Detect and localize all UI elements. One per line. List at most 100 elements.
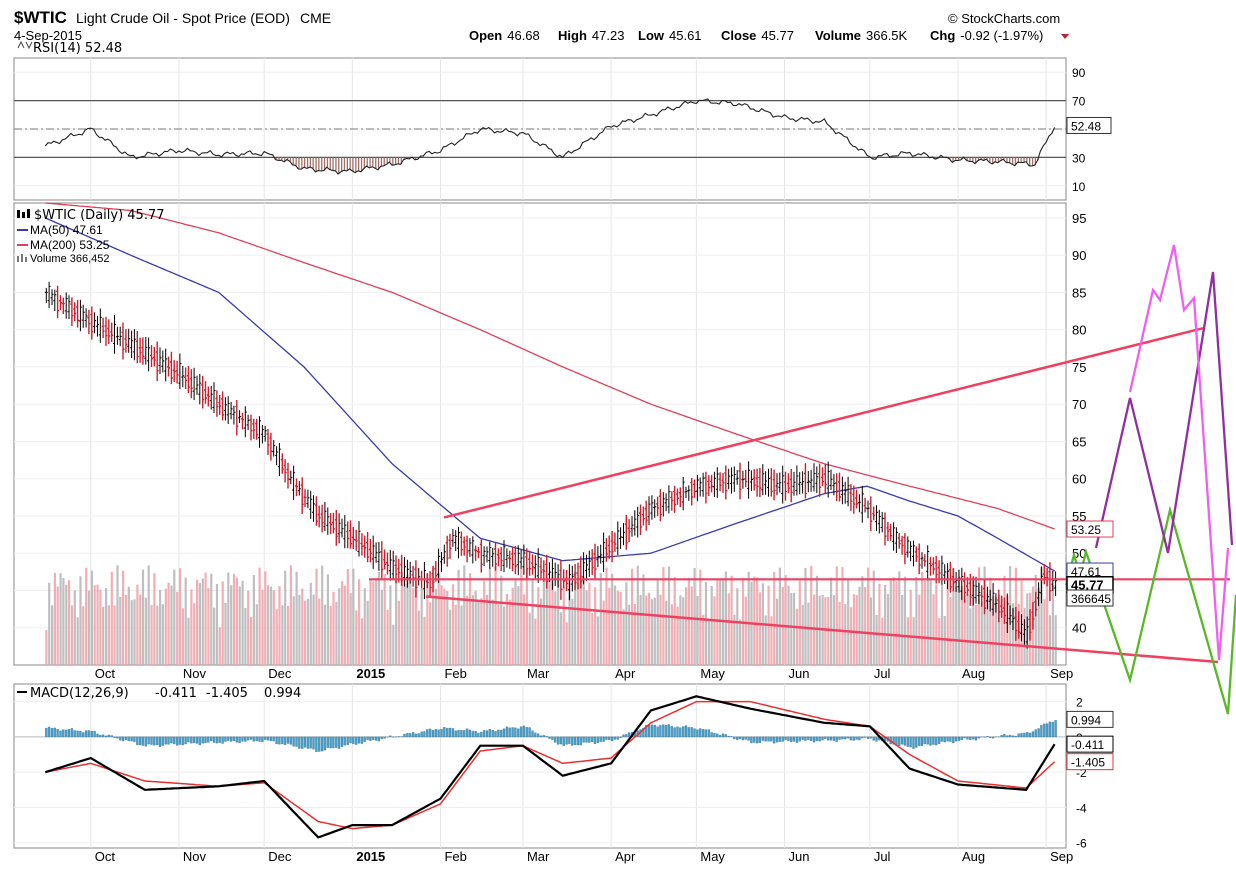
exchange-label: CME bbox=[300, 10, 331, 26]
macd-x-tick-label: Nov bbox=[183, 849, 207, 864]
volume-bars-down bbox=[45, 565, 1049, 665]
macd-x-tick-label: Oct bbox=[95, 849, 116, 864]
price-x-tick-label: Mar bbox=[527, 666, 550, 681]
ma50-legend: MA(50) 47.61 bbox=[30, 223, 103, 237]
macd-x-tick-label: Jun bbox=[789, 849, 810, 864]
rsi-tick-label: 10 bbox=[1072, 180, 1086, 194]
volume-label: Volume bbox=[815, 28, 861, 43]
rsi-legend-icon bbox=[17, 40, 33, 50]
macd-x-tick-label: Mar bbox=[527, 849, 550, 864]
symbol-title: $WTIC bbox=[14, 8, 67, 27]
price-tick-label: 85 bbox=[1072, 285, 1086, 300]
macd-x-tick-label: Apr bbox=[615, 849, 636, 864]
upper-trendline bbox=[443, 326, 1204, 519]
macd-legend-hist: 0.994 bbox=[264, 686, 301, 701]
macd-x-tick-label: Jul bbox=[874, 849, 891, 864]
rsi-value-label: 52.48 bbox=[1071, 119, 1101, 133]
macd-tick-label: 2 bbox=[1076, 696, 1083, 710]
price-x-tick-label: Jun bbox=[789, 666, 810, 681]
macd-histogram bbox=[45, 720, 1057, 752]
price-x-tick-label: Oct bbox=[95, 666, 116, 681]
open-label: Open bbox=[469, 28, 502, 43]
price-x-tick-label: Feb bbox=[444, 666, 466, 681]
price-bars-down bbox=[56, 285, 1052, 641]
close-value-label: 45.77 bbox=[1071, 578, 1104, 593]
low-value: 45.61 bbox=[669, 28, 702, 43]
volume-legend-icon bbox=[17, 254, 27, 262]
macd-x-tick-label: May bbox=[700, 849, 725, 864]
macd-value-label-box bbox=[1066, 735, 1114, 753]
price-tick-label: 55 bbox=[1072, 509, 1086, 524]
rsi-title: RSI(14) 52.48 bbox=[33, 41, 122, 56]
macd-tick-label: -6 bbox=[1076, 837, 1087, 851]
macd-legend-macd: -0.411 bbox=[155, 686, 197, 701]
ma50-line bbox=[45, 217, 1055, 572]
macd-signal-value-label: -1.405 bbox=[1071, 756, 1105, 770]
macd-tick-label: -4 bbox=[1076, 801, 1087, 815]
open-value: 46.68 bbox=[507, 28, 540, 43]
macd-hist-value-label: 0.994 bbox=[1071, 713, 1101, 727]
rsi-tick-label: 90 bbox=[1072, 66, 1086, 80]
chg-value: -0.92 (-1.97%) bbox=[960, 28, 1043, 43]
macd-x-tick-label: Dec bbox=[268, 849, 292, 864]
macd-hist-value-label-box bbox=[1066, 710, 1114, 728]
high-value: 47.23 bbox=[592, 28, 625, 43]
macd-x-tick-label: Sep bbox=[1050, 849, 1073, 864]
volume-legend: Volume 366,452 bbox=[30, 253, 110, 265]
price-x-tick-label: Nov bbox=[183, 666, 207, 681]
macd-value-label: -0.411 bbox=[1071, 738, 1104, 752]
close-value: 45.77 bbox=[761, 28, 794, 43]
brand-label: © StockCharts.com bbox=[948, 11, 1060, 26]
price-tick-label: 75 bbox=[1072, 360, 1086, 375]
ma200-value-label: 53.25 bbox=[1071, 523, 1101, 537]
rsi-value-box bbox=[1066, 116, 1112, 134]
price-tick-label: 60 bbox=[1072, 472, 1086, 487]
macd-signal-value-label-box bbox=[1066, 753, 1114, 771]
price-legend-symbol: $WTIC (Daily) 45.77 bbox=[34, 208, 165, 223]
price-tick-label: 40 bbox=[1072, 621, 1086, 636]
high-label: High bbox=[558, 28, 587, 43]
price-x-tick-label: 2015 bbox=[356, 666, 385, 681]
price-bars-up bbox=[44, 281, 1058, 649]
panel-frame-3 bbox=[13, 683, 1067, 849]
price-tick-label: 80 bbox=[1072, 323, 1086, 338]
chg-label: Chg bbox=[930, 28, 955, 43]
macd-tick-label: -2 bbox=[1076, 766, 1087, 780]
rsi-line bbox=[44, 98, 1056, 175]
low-label: Low bbox=[638, 28, 665, 43]
ma200-line bbox=[45, 202, 1055, 530]
price-x-tick-label: May bbox=[700, 666, 725, 681]
macd-x-tick-label: Feb bbox=[444, 849, 466, 864]
volume-value: 366.5K bbox=[866, 28, 908, 43]
price-x-tick-label: Apr bbox=[615, 666, 636, 681]
rsi-oversold-fill bbox=[136, 157, 1039, 174]
macd-x-tick-label: 2015 bbox=[356, 849, 385, 864]
macd-x-tick-label: Aug bbox=[962, 849, 985, 864]
price-tick-label: 65 bbox=[1072, 434, 1086, 449]
ma50-value-label: 47.61 bbox=[1071, 565, 1101, 579]
ma200-legend: MA(200) 53.25 bbox=[30, 238, 110, 252]
macd-line bbox=[44, 695, 1056, 839]
rsi-tick-label: 70 bbox=[1072, 95, 1086, 109]
pink-forecast-path bbox=[1128, 244, 1230, 661]
chart-date: 4-Sep-2015 bbox=[14, 28, 82, 43]
volume-value-label: 366645 bbox=[1071, 592, 1111, 606]
purple-forecast-path bbox=[1094, 271, 1234, 554]
price-tick-label: 90 bbox=[1072, 248, 1086, 263]
rsi-tick-label: 30 bbox=[1072, 151, 1086, 165]
ma200-value-label-box bbox=[1066, 520, 1114, 538]
instrument-name: Light Crude Oil - Spot Price (EOD) bbox=[76, 10, 290, 26]
close-label: Close bbox=[721, 28, 756, 43]
price-x-tick-label: Aug bbox=[962, 666, 985, 681]
price-x-tick-label: Sep bbox=[1050, 666, 1073, 681]
volume-bars-up bbox=[48, 565, 1057, 665]
price-tick-label: 95 bbox=[1072, 211, 1086, 226]
chg-down-icon bbox=[1061, 34, 1069, 39]
macd-title: MACD(12,26,9) bbox=[30, 686, 129, 701]
price-tick-label: 70 bbox=[1072, 397, 1086, 412]
price-x-tick-label: Dec bbox=[268, 666, 292, 681]
lower-trendline bbox=[425, 595, 1219, 664]
price-legend-icon bbox=[17, 209, 30, 218]
volume-value-label-box bbox=[1066, 589, 1114, 607]
